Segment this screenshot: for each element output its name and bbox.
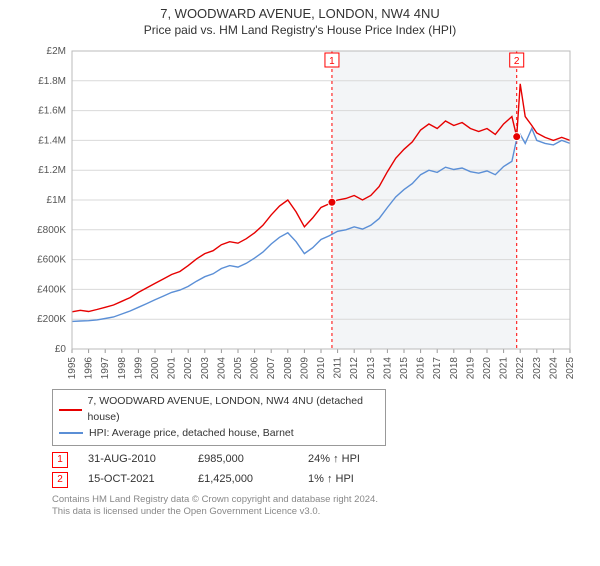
footer-line: This data is licensed under the Open Gov…: [52, 506, 580, 518]
svg-text:1997: 1997: [100, 357, 111, 380]
svg-text:2004: 2004: [216, 357, 227, 380]
svg-text:2005: 2005: [233, 357, 244, 380]
event-price: £985,000: [198, 450, 288, 470]
svg-text:2017: 2017: [432, 357, 443, 380]
svg-text:2013: 2013: [366, 357, 377, 380]
event-marker: 1: [52, 452, 68, 468]
event-date: 31-AUG-2010: [88, 450, 178, 470]
svg-text:£1.4M: £1.4M: [38, 135, 66, 146]
svg-text:2003: 2003: [200, 357, 211, 380]
svg-text:2001: 2001: [167, 357, 178, 380]
svg-text:£1.2M: £1.2M: [38, 165, 66, 176]
svg-text:2024: 2024: [548, 357, 559, 380]
svg-text:2015: 2015: [399, 357, 410, 380]
footer-line: Contains HM Land Registry data © Crown c…: [52, 494, 580, 506]
svg-text:2025: 2025: [565, 357, 576, 380]
event-marker: 2: [52, 472, 68, 488]
svg-text:2016: 2016: [416, 357, 427, 380]
legend-swatch-property: [59, 409, 82, 411]
svg-text:2012: 2012: [349, 357, 360, 380]
svg-text:£2M: £2M: [47, 46, 66, 57]
svg-text:£0: £0: [55, 344, 67, 355]
legend-label: HPI: Average price, detached house, Barn…: [89, 426, 294, 442]
svg-text:2002: 2002: [183, 357, 194, 380]
event-delta: 1% ↑ HPI: [308, 470, 398, 490]
svg-text:2: 2: [514, 56, 520, 67]
svg-text:1998: 1998: [117, 357, 128, 380]
chart-container: 7, WOODWARD AVENUE, LONDON, NW4 4NU Pric…: [0, 6, 600, 566]
svg-text:2014: 2014: [382, 357, 393, 380]
svg-text:2011: 2011: [333, 357, 344, 379]
svg-text:£400K: £400K: [37, 284, 66, 295]
svg-text:2009: 2009: [299, 357, 310, 380]
svg-text:1995: 1995: [67, 357, 78, 380]
event-row: 1 31-AUG-2010 £985,000 24% ↑ HPI: [52, 450, 580, 470]
event-price: £1,425,000: [198, 470, 288, 490]
svg-text:2020: 2020: [482, 357, 493, 380]
footer: Contains HM Land Registry data © Crown c…: [52, 494, 580, 519]
svg-text:£1.6M: £1.6M: [38, 106, 66, 117]
event-delta: 24% ↑ HPI: [308, 450, 398, 470]
svg-text:2019: 2019: [465, 357, 476, 380]
svg-text:2018: 2018: [449, 357, 460, 380]
legend-label: 7, WOODWARD AVENUE, LONDON, NW4 4NU (det…: [88, 394, 379, 426]
svg-text:£1M: £1M: [47, 195, 66, 206]
price-chart: £0 £200K £400K £600K £800K £1M £1.2M £1.4M £1.6M…: [20, 43, 580, 383]
svg-text:2006: 2006: [250, 357, 261, 380]
svg-text:2007: 2007: [266, 357, 277, 380]
svg-text:2000: 2000: [150, 357, 161, 380]
page-title: 7, WOODWARD AVENUE, LONDON, NW4 4NU: [0, 6, 600, 21]
svg-text:2021: 2021: [499, 357, 510, 380]
svg-text:£600K: £600K: [37, 255, 66, 266]
events-table: 1 31-AUG-2010 £985,000 24% ↑ HPI 2 15-OC…: [52, 450, 580, 490]
svg-text:£200K: £200K: [37, 314, 66, 325]
svg-text:2008: 2008: [283, 357, 294, 380]
legend-swatch-hpi: [59, 432, 83, 434]
legend-row: 7, WOODWARD AVENUE, LONDON, NW4 4NU (det…: [59, 394, 379, 426]
svg-text:2023: 2023: [532, 357, 543, 380]
event-row: 2 15-OCT-2021 £1,425,000 1% ↑ HPI: [52, 470, 580, 490]
svg-text:1996: 1996: [84, 357, 95, 380]
svg-text:1999: 1999: [133, 357, 144, 380]
event-date: 15-OCT-2021: [88, 470, 178, 490]
legend-row: HPI: Average price, detached house, Barn…: [59, 426, 379, 442]
legend: 7, WOODWARD AVENUE, LONDON, NW4 4NU (det…: [52, 389, 386, 446]
svg-text:£1.8M: £1.8M: [38, 76, 66, 87]
svg-text:2010: 2010: [316, 357, 327, 380]
svg-text:2022: 2022: [515, 357, 526, 380]
svg-text:£800K: £800K: [37, 225, 66, 236]
svg-text:1: 1: [329, 56, 335, 67]
page-subtitle: Price paid vs. HM Land Registry's House …: [0, 23, 600, 37]
chart-area: £0 £200K £400K £600K £800K £1M £1.2M £1.4M £1.6M…: [20, 43, 580, 383]
